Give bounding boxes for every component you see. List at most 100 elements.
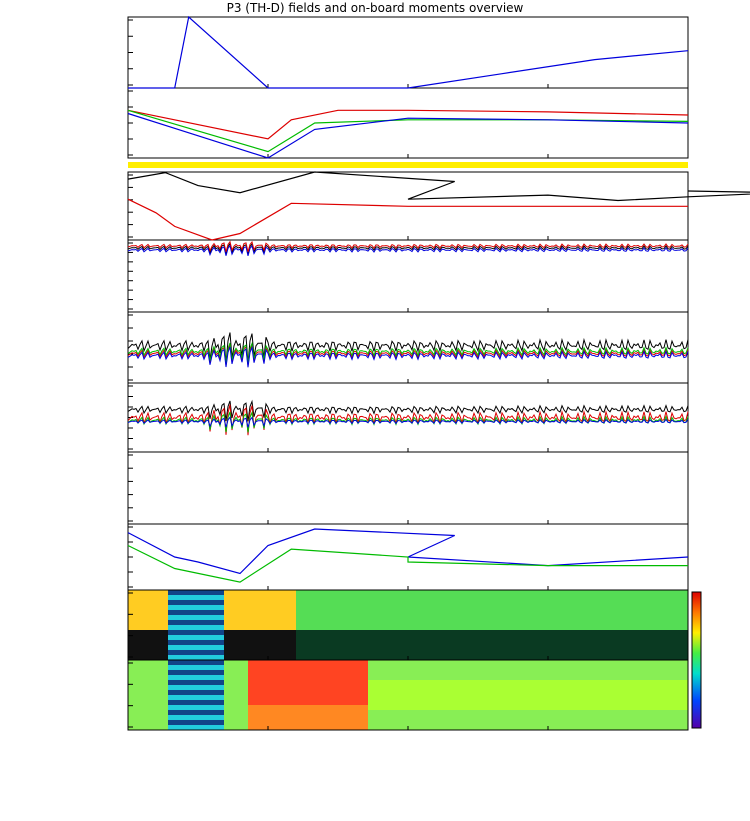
spectrogram-cell	[640, 640, 649, 646]
spectrogram-cell	[200, 620, 209, 626]
spectrogram-cell	[232, 700, 241, 706]
spectrogram-cell	[256, 720, 265, 726]
spectrogram-cell	[176, 640, 185, 646]
spectrogram-cell	[648, 715, 657, 721]
spectrogram-cell	[592, 675, 601, 681]
spectrogram-cell	[328, 725, 337, 731]
spectrogram-cell	[680, 700, 689, 706]
spectrogram-cell	[168, 645, 177, 651]
spectrogram-cell	[368, 670, 377, 676]
spectrogram-cell	[240, 650, 249, 656]
spectrogram-cell	[672, 695, 681, 701]
spectrogram-cell	[200, 660, 209, 666]
spectrogram-cell	[360, 630, 369, 636]
spectrogram-cell	[144, 605, 153, 611]
spectrogram-cell	[464, 630, 473, 636]
spectrogram-cell	[304, 705, 313, 711]
spectrogram-cell	[272, 595, 281, 601]
spectrogram-cell	[640, 590, 649, 596]
spectrogram-cell	[256, 620, 265, 626]
spectrogram-cell	[320, 680, 329, 686]
spectrogram-cell	[232, 665, 241, 671]
spectrogram-cell	[448, 725, 457, 731]
spectrogram-cell	[304, 675, 313, 681]
spectrogram-cell	[184, 720, 193, 726]
spectrogram-cell	[592, 650, 601, 656]
spectrogram-cell	[488, 610, 497, 616]
spectrogram-cell	[216, 685, 225, 691]
spectrogram-cell	[384, 595, 393, 601]
spectrogram-cell	[304, 595, 313, 601]
spectrogram-cell	[440, 720, 449, 726]
spectrogram-cell	[256, 615, 265, 621]
spectrogram-cell	[408, 630, 417, 636]
spectrogram-cell	[184, 725, 193, 731]
peer-spectrogram	[128, 660, 689, 731]
spectrogram-cell	[400, 695, 409, 701]
spectrogram-cell	[216, 660, 225, 666]
spectrogram-cell	[664, 640, 673, 646]
spectrogram-cell	[344, 715, 353, 721]
spectrogram-cell	[528, 635, 537, 641]
spectrogram-cell	[552, 715, 561, 721]
spectrogram-cell	[304, 685, 313, 691]
spectrogram-cell	[336, 640, 345, 646]
spectrogram-cell	[536, 635, 545, 641]
spectrogram-cell	[272, 720, 281, 726]
spectrogram-cell	[368, 680, 377, 686]
spectrogram-cell	[168, 660, 177, 666]
spectrogram-cell	[432, 690, 441, 696]
spectrogram-cell	[680, 675, 689, 681]
spectrogram-cell	[376, 630, 385, 636]
spectrogram-cell	[504, 680, 513, 686]
spectrogram-cell	[472, 670, 481, 676]
spectrogram-cell	[144, 710, 153, 716]
spectrogram-cell	[280, 615, 289, 621]
spectrogram-cell	[272, 700, 281, 706]
plot-title: P3 (TH-D) fields and on-board moments ov…	[226, 1, 524, 15]
spectrogram-cell	[400, 670, 409, 676]
spectrogram-cell	[176, 710, 185, 716]
spectrogram-cell	[144, 720, 153, 726]
spectrogram-cell	[344, 605, 353, 611]
spectrogram-cell	[360, 700, 369, 706]
spectrogram-cell	[296, 600, 305, 606]
spectrogram-cell	[424, 690, 433, 696]
spectrogram-cell	[360, 625, 369, 631]
spectrogram-cell	[664, 600, 673, 606]
spectrogram-cell	[616, 620, 625, 626]
spectrogram-cell	[656, 635, 665, 641]
spectrogram-cell	[336, 605, 345, 611]
spectrogram-cell	[128, 625, 137, 631]
spectrogram-cell	[648, 610, 657, 616]
spectrogram-cell	[600, 675, 609, 681]
spectrogram-cell	[152, 630, 161, 636]
spectrogram-cell	[544, 705, 553, 711]
spectrogram-cell	[440, 600, 449, 606]
spectrogram-cell	[568, 605, 577, 611]
spectrogram-cell	[224, 665, 233, 671]
spectrogram-cell	[464, 590, 473, 596]
spectrogram-cell	[584, 685, 593, 691]
spectrogram-cell	[608, 660, 617, 666]
spectrogram-cell	[576, 675, 585, 681]
spectrogram-cell	[488, 625, 497, 631]
spectrogram-cell	[464, 715, 473, 721]
spectrogram-cell	[640, 615, 649, 621]
temp-te-perp	[127, 240, 689, 253]
spectrogram-cell	[144, 600, 153, 606]
spectrogram-cell	[616, 695, 625, 701]
spectrogram-cell	[368, 630, 377, 636]
spectrogram-cell	[496, 720, 505, 726]
spectrogram-cell	[632, 605, 641, 611]
spectrogram-cell	[472, 685, 481, 691]
spectrogram-cell	[296, 700, 305, 706]
spectrogram-cell	[176, 680, 185, 686]
spectrogram-cell	[528, 705, 537, 711]
spectrogram-cell	[432, 665, 441, 671]
spectrogram-cell	[448, 700, 457, 706]
spectrogram-cell	[600, 595, 609, 601]
spectrogram-cell	[224, 595, 233, 601]
spectrogram-cell	[160, 695, 169, 701]
spectrogram-cell	[448, 605, 457, 611]
